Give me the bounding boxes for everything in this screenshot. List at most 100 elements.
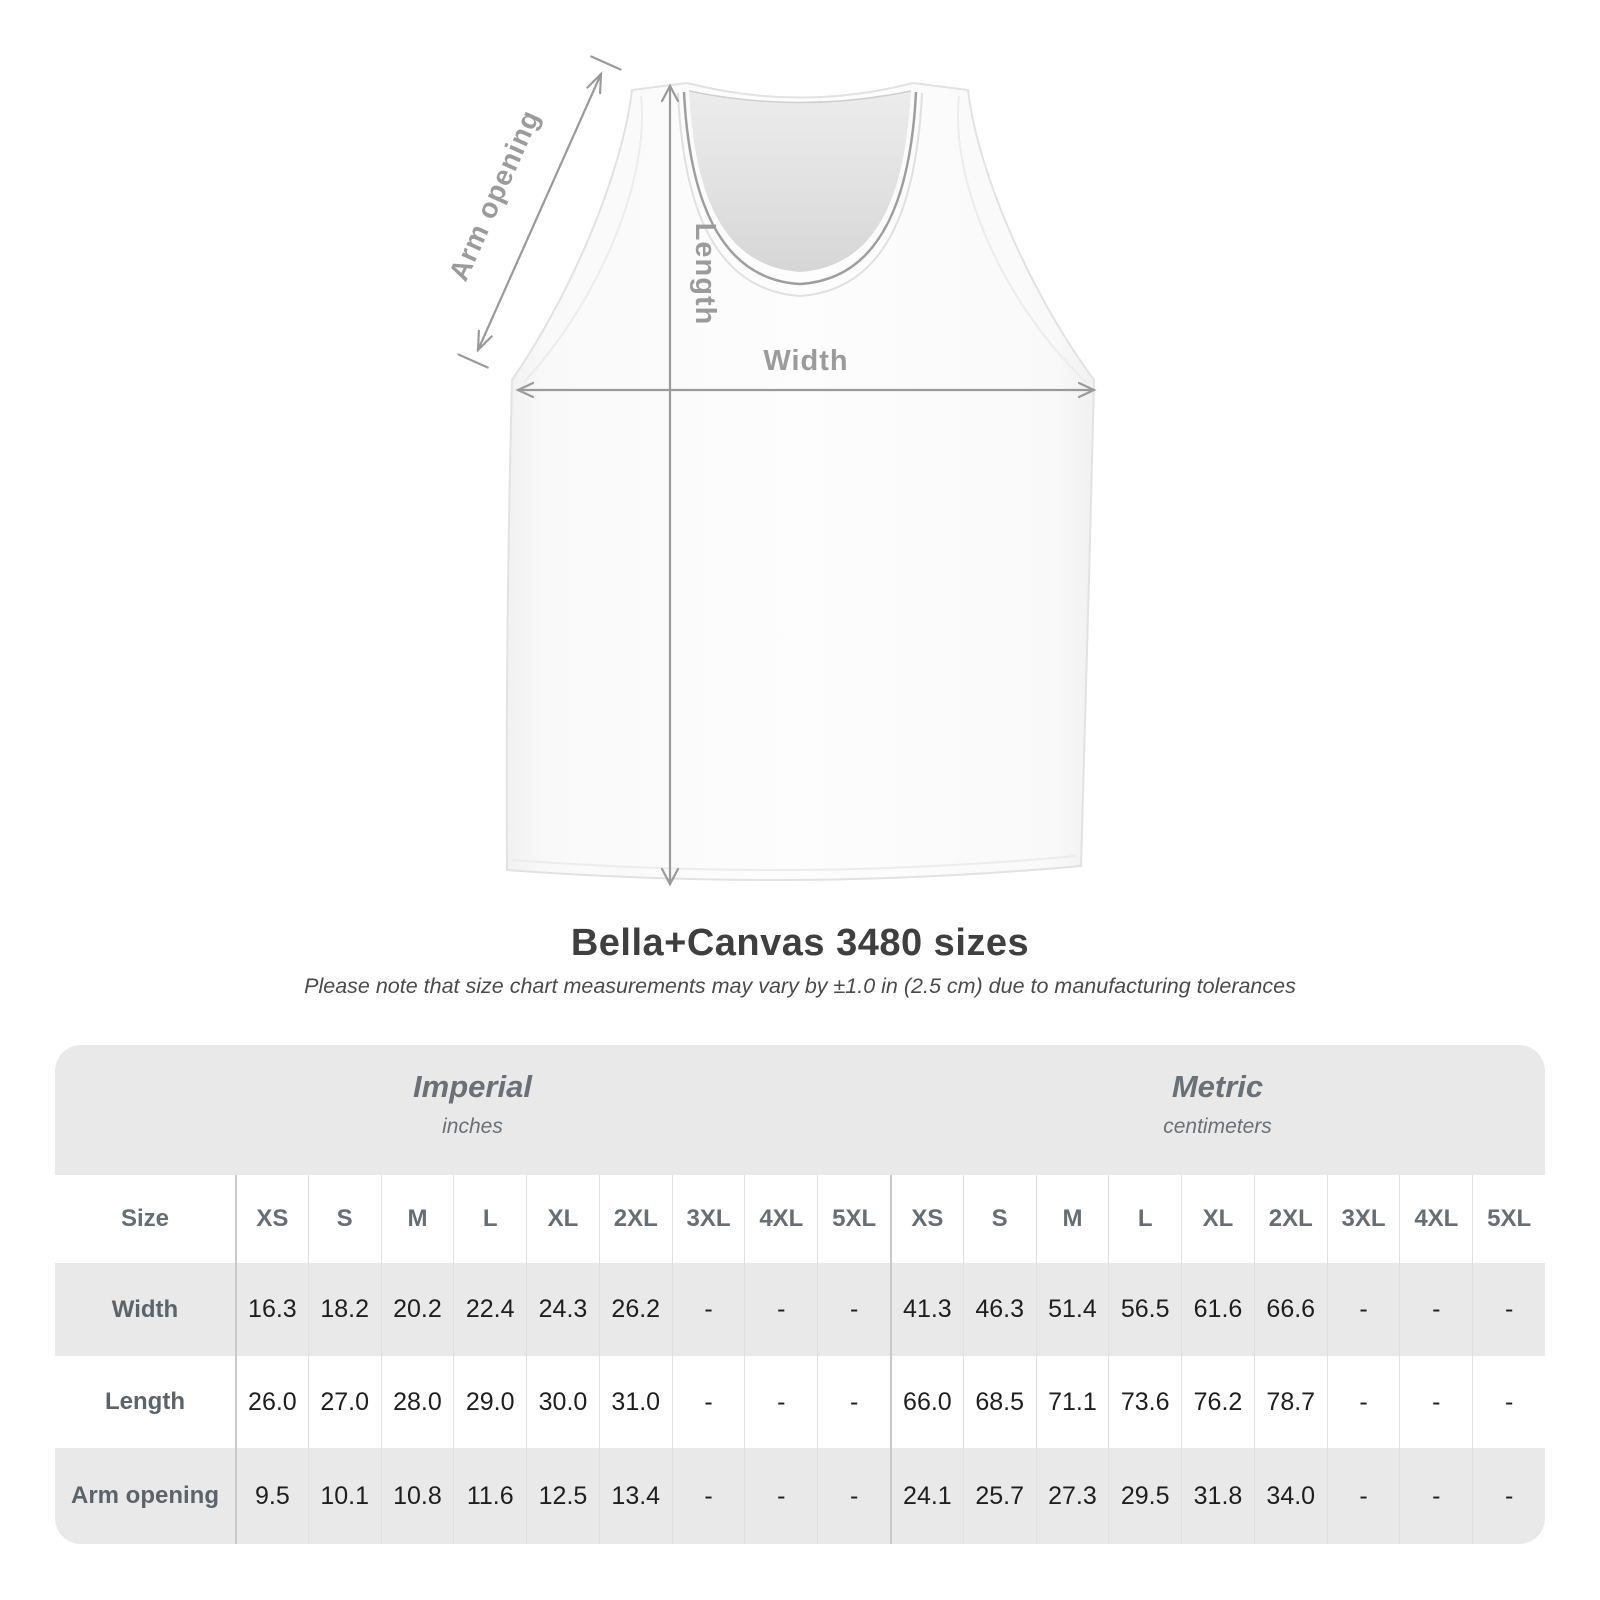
value-cell: 31.8 bbox=[1181, 1448, 1254, 1544]
size-header-cell: 4XL bbox=[744, 1175, 817, 1263]
value-cell: 26.0 bbox=[235, 1356, 308, 1448]
value-cell: 41.3 bbox=[890, 1263, 963, 1356]
tank-body bbox=[505, 81, 1096, 882]
value-cell: 13.4 bbox=[598, 1448, 672, 1544]
value-cell: 76.2 bbox=[1181, 1356, 1254, 1448]
value-cell: - bbox=[744, 1263, 818, 1356]
value-cell: - bbox=[671, 1356, 745, 1448]
value-cell: - bbox=[1326, 1356, 1400, 1448]
value-cell: 12.5 bbox=[526, 1448, 599, 1544]
size-table: Imperial inches Metric centimeters Size X… bbox=[55, 1045, 1545, 1544]
value-cell: 10.8 bbox=[380, 1448, 454, 1544]
value-cell: - bbox=[817, 1356, 890, 1448]
size-header-cell: L bbox=[1108, 1175, 1181, 1263]
hem-stitch bbox=[511, 855, 1077, 872]
size-header-cell: M bbox=[380, 1175, 454, 1263]
size-header-cell: 2XL bbox=[1253, 1175, 1327, 1263]
back-neck-seam bbox=[688, 90, 912, 104]
size-header-cell: XL bbox=[526, 1175, 599, 1263]
length-arrow bbox=[660, 83, 680, 887]
size-header-cell: S bbox=[962, 1175, 1036, 1263]
value-cell: - bbox=[671, 1263, 745, 1356]
value-cell: 31.0 bbox=[598, 1356, 672, 1448]
value-cell: 68.5 bbox=[962, 1356, 1036, 1448]
size-header-cell: 2XL bbox=[598, 1175, 672, 1263]
value-cell: 46.3 bbox=[962, 1263, 1036, 1356]
size-header-cell: 3XL bbox=[1326, 1175, 1400, 1263]
size-header-cell: 5XL bbox=[1472, 1175, 1545, 1263]
value-cell: 24.3 bbox=[526, 1263, 599, 1356]
arm-opening-arrow bbox=[457, 55, 622, 369]
imperial-label: Imperial bbox=[413, 1069, 532, 1104]
size-header-cell: XS bbox=[890, 1175, 963, 1263]
value-cell: 18.2 bbox=[307, 1263, 381, 1356]
value-cell: 25.7 bbox=[962, 1448, 1036, 1544]
value-cell: - bbox=[1472, 1448, 1545, 1544]
value-cell: 24.1 bbox=[890, 1448, 963, 1544]
value-cell: - bbox=[1399, 1356, 1472, 1448]
imperial-unit: inches bbox=[442, 1115, 503, 1138]
neck-binding-stitch bbox=[677, 92, 923, 298]
imperial-unit-group-header: Imperial inches bbox=[55, 1045, 890, 1175]
size-header-cell: XL bbox=[1181, 1175, 1254, 1263]
value-cell: 51.4 bbox=[1035, 1263, 1109, 1356]
tolerance-note: Please note that size chart measurements… bbox=[304, 974, 1296, 998]
value-cell: - bbox=[1326, 1263, 1400, 1356]
value-cell: - bbox=[744, 1448, 818, 1544]
tank-top-diagram: Arm opening Length Width bbox=[443, 55, 1097, 887]
width-arrow bbox=[515, 381, 1097, 399]
value-cell: - bbox=[1399, 1448, 1473, 1544]
value-cell: 9.5 bbox=[235, 1448, 308, 1544]
metric-unit-group-header: Metric centimeters bbox=[890, 1045, 1545, 1175]
size-header-cell: M bbox=[1035, 1175, 1109, 1263]
row-label-cell: Length bbox=[105, 1388, 185, 1415]
value-cell: - bbox=[817, 1263, 890, 1356]
width-label: Width bbox=[763, 345, 848, 377]
dimension-arrows bbox=[457, 55, 1097, 887]
value-cell: 78.7 bbox=[1253, 1356, 1327, 1448]
size-header-cell: 3XL bbox=[671, 1175, 745, 1263]
length-label: Length bbox=[689, 223, 721, 326]
value-cell: 30.0 bbox=[526, 1356, 599, 1448]
value-cell: 29.5 bbox=[1108, 1448, 1182, 1544]
value-cell: - bbox=[1399, 1263, 1473, 1356]
metric-unit: centimeters bbox=[1163, 1115, 1272, 1138]
size-header-cell: 4XL bbox=[1399, 1175, 1472, 1263]
value-cell: - bbox=[1472, 1356, 1545, 1448]
tank-neck-interior bbox=[689, 91, 911, 272]
value-cell: 16.3 bbox=[235, 1263, 308, 1356]
tank-top-illustration bbox=[505, 81, 1096, 882]
value-cell: 11.6 bbox=[453, 1448, 527, 1544]
value-cell: 22.4 bbox=[453, 1263, 527, 1356]
left-armhole-stitch bbox=[523, 95, 643, 383]
value-cell: 26.2 bbox=[598, 1263, 672, 1356]
value-cell: 61.6 bbox=[1181, 1263, 1254, 1356]
size-header-cell: XS bbox=[235, 1175, 308, 1263]
arm-opening-label: Arm opening bbox=[443, 105, 546, 285]
metric-label: Metric bbox=[1171, 1069, 1264, 1104]
value-cell: 71.1 bbox=[1035, 1356, 1109, 1448]
value-cell: 27.0 bbox=[307, 1356, 381, 1448]
value-cell: 66.6 bbox=[1253, 1263, 1327, 1356]
value-cell: 34.0 bbox=[1253, 1448, 1327, 1544]
value-cell: - bbox=[671, 1448, 745, 1544]
value-cell: 66.0 bbox=[890, 1356, 963, 1448]
value-cell: - bbox=[1326, 1448, 1400, 1544]
size-header-cell: L bbox=[453, 1175, 526, 1263]
size-column-header: Size bbox=[120, 1205, 170, 1232]
value-cell: 73.6 bbox=[1108, 1356, 1181, 1448]
value-cell: 10.1 bbox=[307, 1448, 381, 1544]
size-header-cell: S bbox=[307, 1175, 381, 1263]
value-cell: - bbox=[744, 1356, 817, 1448]
value-cell: 20.2 bbox=[380, 1263, 454, 1356]
value-cell: 27.3 bbox=[1035, 1448, 1109, 1544]
value-cell: 56.5 bbox=[1108, 1263, 1182, 1356]
row-label-cell: Arm opening bbox=[55, 1448, 235, 1544]
value-cell: 28.0 bbox=[380, 1356, 454, 1448]
right-armhole-stitch bbox=[957, 95, 1087, 383]
value-cell: 29.0 bbox=[453, 1356, 526, 1448]
row-label-cell: Width bbox=[55, 1263, 235, 1356]
value-cell: - bbox=[817, 1448, 890, 1544]
front-neck-seam bbox=[682, 91, 918, 286]
